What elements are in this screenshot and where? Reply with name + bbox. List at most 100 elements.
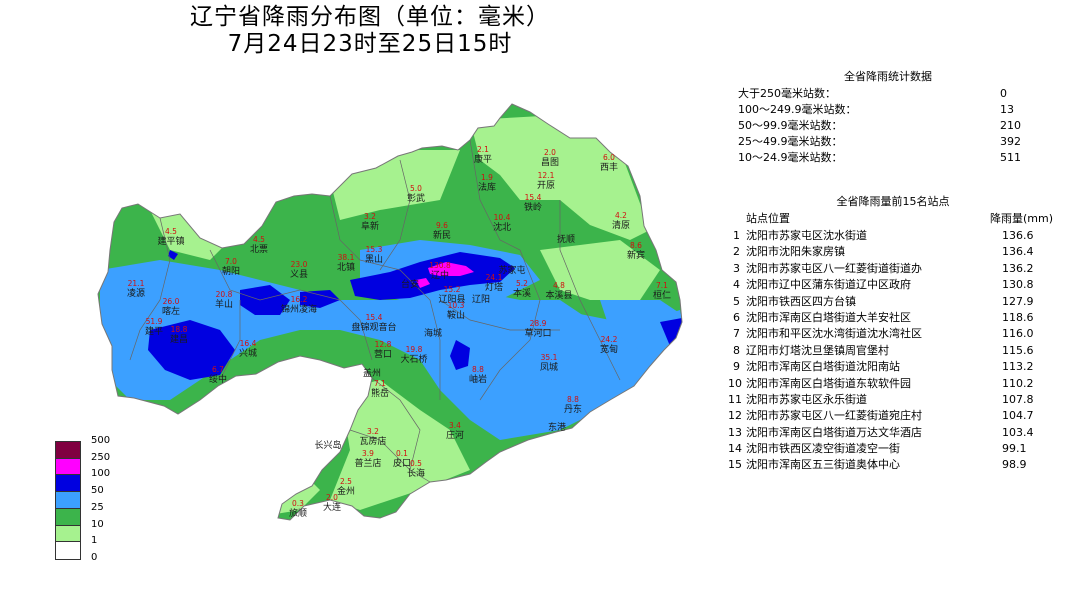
rain-value: 104.7	[1002, 409, 1034, 423]
map-place: 35.1凤城	[540, 353, 558, 373]
stats-label: 25～49.9毫米站数：	[738, 135, 843, 148]
place-name: 东港	[548, 421, 566, 433]
map-place: 2.1康平	[474, 145, 492, 165]
place-name: 金州	[337, 485, 355, 497]
station-name: 沈阳市沈阳朱家房镇	[746, 245, 845, 259]
map-place: 130.8辽中	[429, 261, 451, 281]
place-name: 北票	[250, 244, 268, 255]
place-rainfall-value: 19.8	[406, 345, 423, 354]
map-place: 7.1熊岳	[371, 379, 389, 399]
map-place: 24.2宽甸	[600, 335, 618, 355]
map-place: 抚顺	[557, 233, 575, 245]
top15-row: 3 沈阳市苏家屯区八一红菱街道街道办 136.2	[728, 261, 1058, 277]
place-name: 昌图	[541, 157, 559, 168]
map-place: 4.5北票	[250, 235, 268, 255]
place-name: 兴城	[239, 348, 257, 359]
rank: 2	[733, 245, 740, 259]
place-rainfall-value: 2.0	[326, 493, 338, 502]
rank: 1	[733, 229, 740, 242]
top15-row: 15 沈阳市浑南区五三街道奥体中心 98.9	[728, 457, 1058, 473]
legend-label: 25	[91, 501, 104, 513]
rain-value: 110.2	[1002, 376, 1034, 390]
place-rainfall-value: 4.8	[553, 281, 565, 290]
stats-row: 大于250毫米站数： 0	[738, 86, 1048, 102]
map-place: 18.8建昌	[170, 325, 188, 345]
place-name: 瓦房店	[359, 435, 386, 447]
legend-swatch	[55, 524, 81, 543]
place-name: 新宾	[627, 249, 645, 261]
station-name: 沈阳市浑南区白塔街道东软软件园	[746, 376, 911, 390]
stats-row: 100～249.9毫米站数： 13	[738, 102, 1048, 118]
rain-value: 130.8	[1002, 278, 1034, 292]
legend-swatch	[55, 441, 81, 459]
map-place: 15.3黑山	[365, 245, 383, 265]
map-place: 15.4铁岭	[524, 193, 542, 213]
place-rainfall-value: 0.1	[396, 449, 408, 458]
place-name: 大连	[323, 501, 341, 513]
legend-swatch	[55, 507, 81, 526]
top15-row: 9 沈阳市浑南区白塔街道沈阳南站 113.2	[728, 359, 1058, 375]
place-rainfall-value: 9.6	[436, 221, 448, 230]
legend-label: 10	[91, 518, 104, 530]
map-place: 16.4兴城	[239, 339, 257, 359]
place-name: 北镇	[337, 261, 355, 273]
top15-row: 14 沈阳市铁西区凌空街道凌空一街 99.1	[728, 441, 1058, 457]
map-place: 辽阳	[472, 294, 490, 305]
top15-heading: 全省降雨量前15名站点	[836, 195, 950, 208]
map-place: 3.2阜新	[361, 212, 379, 232]
map-place: 长兴岛	[314, 439, 341, 451]
rank: 3	[733, 261, 740, 275]
place-name: 沈北	[493, 221, 511, 233]
place-rainfall-value: 12.1	[538, 171, 555, 180]
rank: 7	[733, 327, 740, 341]
place-rainfall-value: 3.2	[364, 212, 376, 221]
map-place: 3.4庄河	[446, 421, 464, 441]
place-name: 台安	[401, 278, 419, 290]
place-name: 苏家屯	[498, 264, 525, 276]
place-name: 辽阳县	[438, 294, 465, 305]
rank: 5	[733, 294, 740, 308]
stats-label: 大于250毫米站数：	[738, 87, 836, 100]
stats-value: 13	[1000, 103, 1014, 116]
place-rainfall-value: 8.6	[630, 241, 642, 250]
rain-value: 127.9	[1002, 294, 1034, 308]
place-name: 喀左	[162, 305, 180, 317]
stats-label: 50～99.9毫米站数：	[738, 119, 843, 132]
map-place: 26.0喀左	[162, 297, 180, 317]
rank: 8	[733, 343, 740, 357]
stats-value: 0	[1000, 87, 1007, 100]
place-rainfall-value: 3.2	[367, 427, 379, 436]
map-place: 5.0彰武	[407, 184, 425, 204]
place-name: 绥中	[209, 373, 227, 385]
legend-label: 100	[91, 468, 111, 480]
place-name: 皮口	[393, 457, 411, 469]
place-name: 清原	[612, 219, 630, 231]
top15-row: 8 辽阳市灯塔沈旦堡镇周官堡村 115.6	[728, 343, 1058, 359]
stats-row: 10～24.9毫米站数： 511	[738, 150, 1048, 166]
map-place: 7.1桓仁	[653, 281, 671, 301]
map-place: 0.3旅顺	[289, 499, 307, 519]
station-name: 沈阳市苏家屯区八一红菱街道街道办	[746, 261, 922, 275]
rain-value: 99.1	[1002, 442, 1027, 456]
map-place: 51.9建平	[145, 317, 163, 337]
top15-row: 4 沈阳市辽中区蒲东街道辽中区政府 130.8	[728, 277, 1058, 293]
place-rainfall-value: 15.4	[525, 193, 542, 202]
place-rainfall-value: 7.1	[374, 379, 386, 388]
place-rainfall-value: 130.8	[429, 261, 451, 270]
place-name: 岫岩	[469, 373, 487, 385]
place-rainfall-value: 10.4	[494, 213, 511, 222]
rank: 4	[733, 278, 740, 292]
rank: 15	[728, 458, 742, 472]
rank: 6	[733, 310, 740, 324]
rain-value: 115.6	[1002, 343, 1034, 357]
place-name: 西丰	[600, 161, 618, 173]
place-name: 灯塔	[485, 281, 503, 293]
top15-header-row: 站点位置 降雨量(mm)	[728, 210, 1058, 228]
place-rainfall-value: 4.5	[165, 227, 177, 236]
place-name: 宽甸	[600, 343, 618, 355]
rank: 10	[728, 376, 742, 390]
place-name: 开原	[537, 180, 555, 191]
rain-value: 107.8	[1002, 392, 1034, 406]
map-place: 海城	[424, 327, 442, 339]
